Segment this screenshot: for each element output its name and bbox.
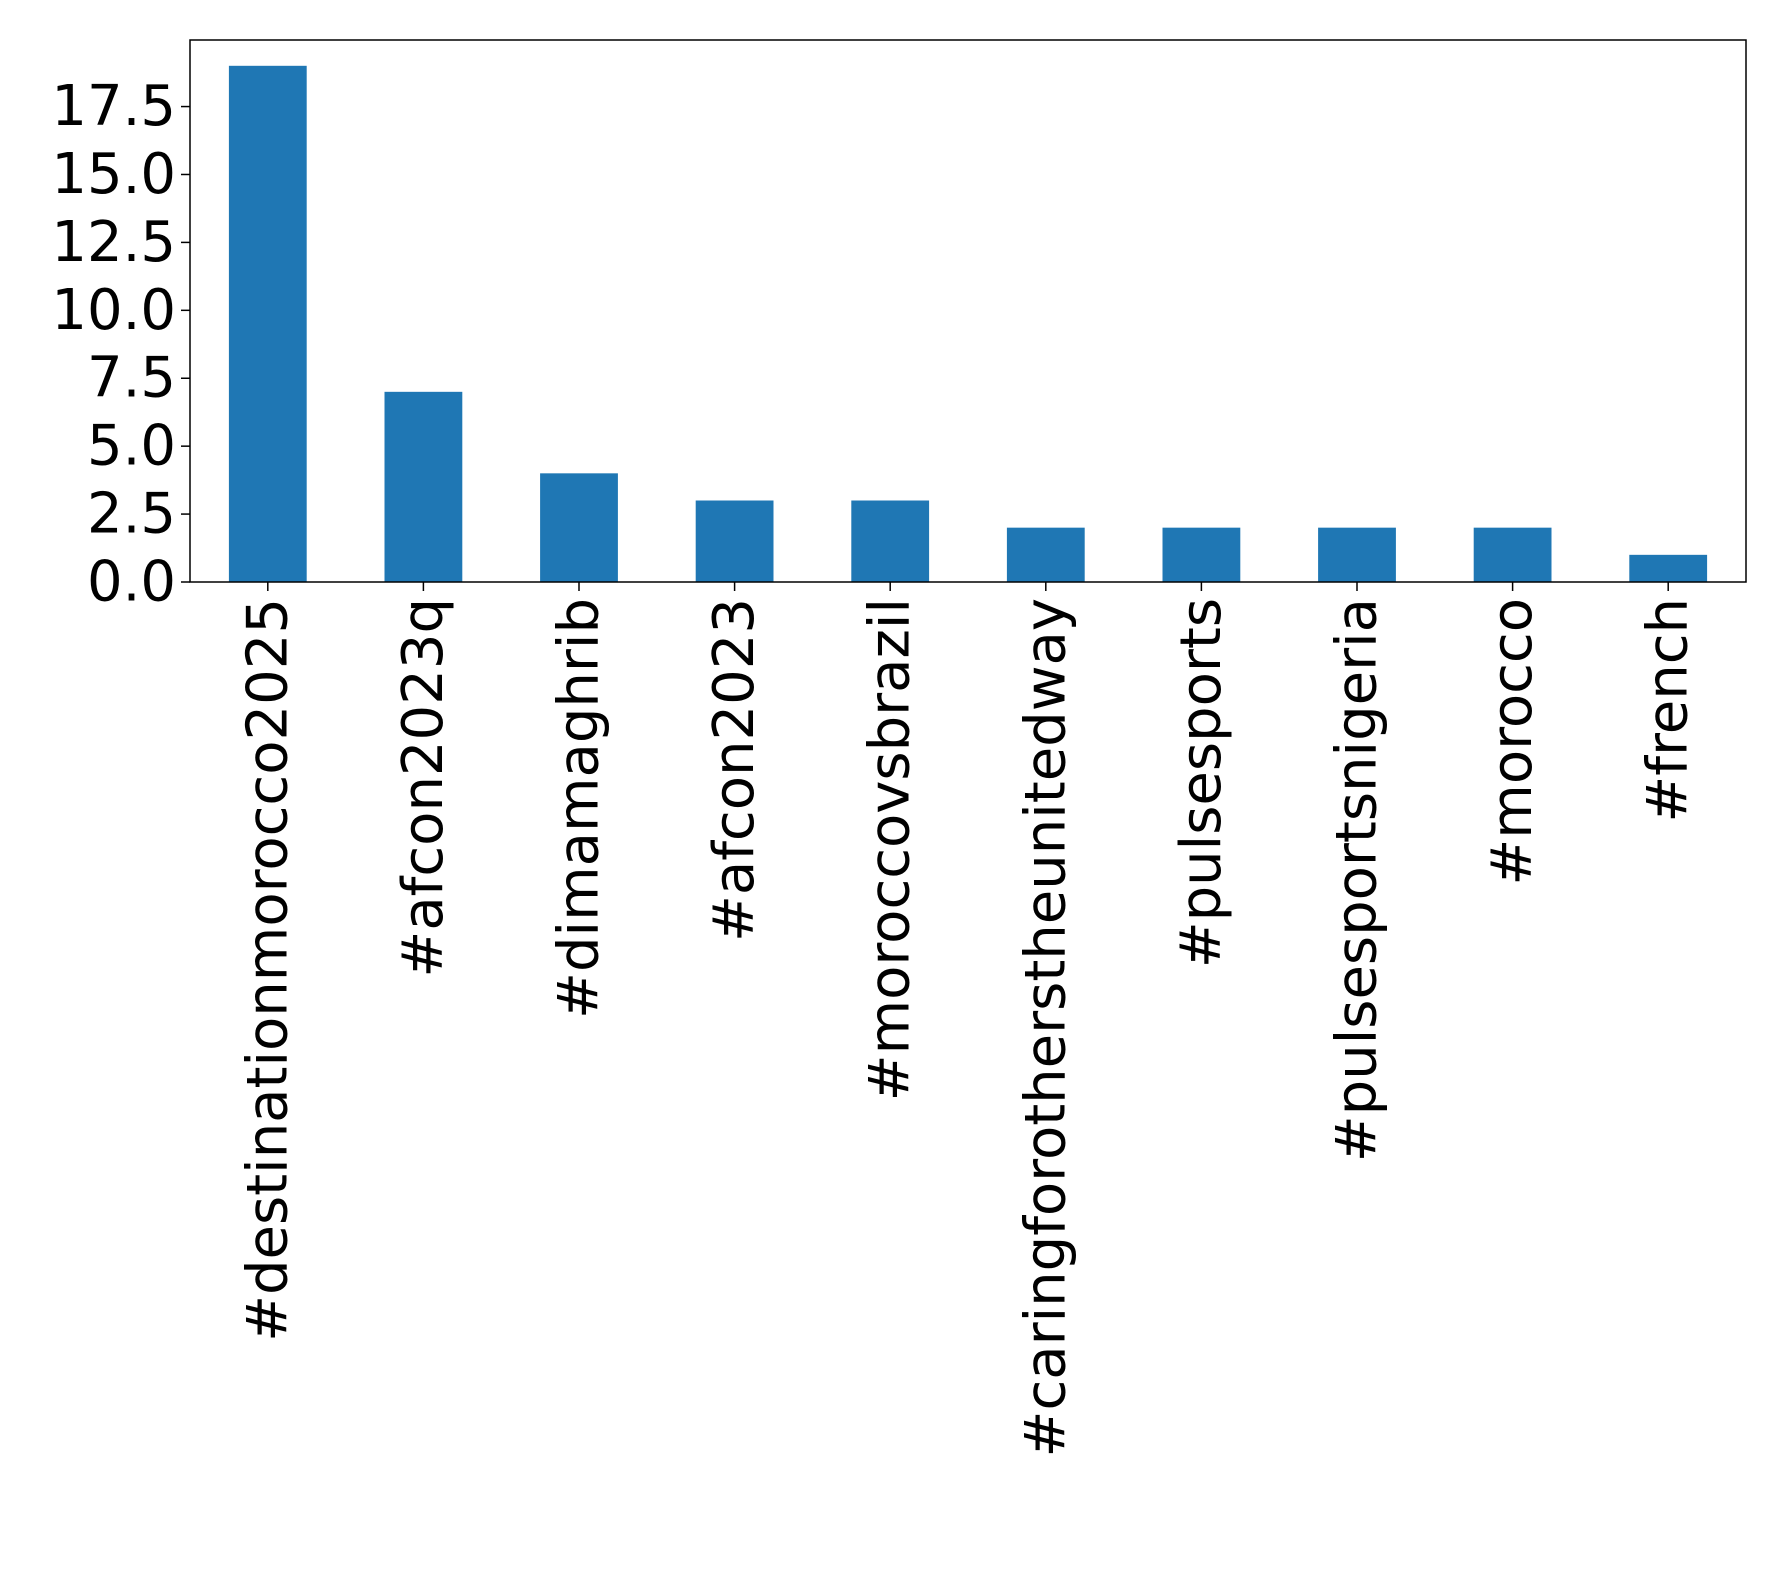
x-tick-label-9: #french: [1636, 598, 1701, 823]
x-tick-label-2: #dimamaghrib: [547, 598, 612, 1019]
x-tick-label-7: #pulsesportsnigeria: [1325, 598, 1390, 1162]
bar-8: [1473, 527, 1552, 582]
bar-1: [384, 391, 463, 582]
y-tick-label-1: 2.5: [87, 482, 176, 547]
x-axis: #destinationmorocco2025 #afcon2023q #dimam…: [235, 582, 1701, 1457]
y-tick-label-2: 5.0: [87, 414, 176, 479]
bar-3: [695, 500, 774, 582]
bar-7: [1318, 527, 1396, 582]
x-tick-label-8: #morocco: [1480, 598, 1545, 886]
x-tick-label-1: #afcon2023q: [391, 598, 456, 978]
bar-4: [851, 500, 930, 582]
bar-6: [1162, 527, 1241, 582]
x-tick-label-4: #moroccovsbrazil: [858, 598, 923, 1101]
y-tick-label-0: 0.0: [87, 550, 176, 615]
x-tick-label-5: #caringforotherstheunitedway: [1013, 598, 1078, 1457]
plot-frame: [189, 39, 1747, 583]
y-tick-label-3: 7.5: [87, 346, 176, 411]
bar-9: [1629, 554, 1708, 582]
bar-5: [1006, 527, 1085, 582]
y-axis: 0.02.55.07.510.012.515.017.5: [51, 74, 190, 615]
y-tick-label-4: 10.0: [51, 278, 176, 343]
y-tick-label-6: 15.0: [51, 142, 176, 207]
x-tick-label-6: #pulsesports: [1169, 598, 1234, 968]
y-tick-label-7: 17.5: [51, 74, 176, 139]
y-tick-label-5: 12.5: [51, 210, 176, 275]
bar-0: [228, 65, 307, 583]
x-tick-label-0: #destinationmorocco2025: [235, 598, 300, 1342]
bar-2: [540, 473, 618, 582]
bars-group: [228, 65, 1708, 583]
x-tick-label-3: #afcon2023: [702, 598, 767, 942]
